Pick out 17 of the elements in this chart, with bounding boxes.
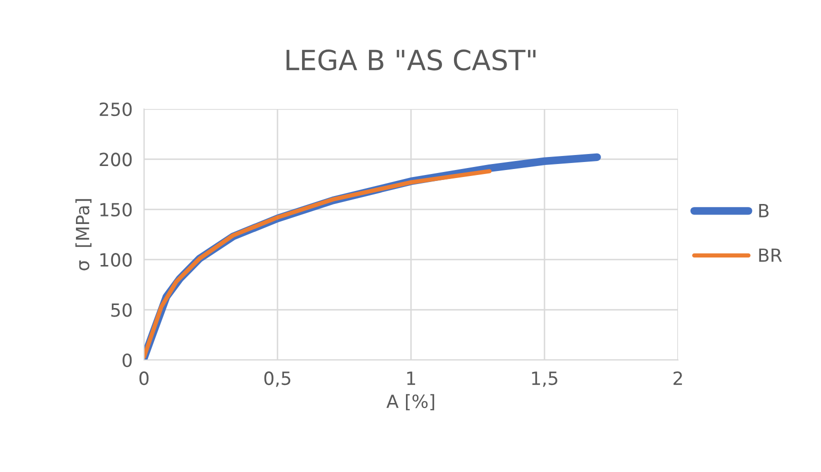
y-tick-label: 150 bbox=[100, 202, 132, 217]
x-tick-label: 1,5 bbox=[532, 372, 558, 387]
x-tick-label: 0,5 bbox=[264, 371, 290, 387]
x-tick-label: 0 bbox=[139, 371, 149, 386]
chart-title: LEGA B "AS CAST" bbox=[286, 49, 536, 71]
x-tick-label: 1 bbox=[407, 372, 416, 385]
y-tick-label: 100 bbox=[100, 253, 132, 267]
line-series bbox=[144, 169, 492, 360]
legend-label: BR bbox=[759, 248, 782, 262]
y-tick-label: 250 bbox=[100, 102, 132, 116]
x-axis-title: A [%] bbox=[386, 394, 434, 410]
y-tick-label: 50 bbox=[111, 303, 132, 317]
x-tick-label: 2 bbox=[674, 371, 682, 385]
y-tick-label: 0 bbox=[122, 353, 132, 368]
legend-label: B bbox=[759, 204, 769, 218]
y-axis-title: σ [MPa] bbox=[75, 199, 92, 270]
y-tick-label: 200 bbox=[100, 152, 132, 166]
